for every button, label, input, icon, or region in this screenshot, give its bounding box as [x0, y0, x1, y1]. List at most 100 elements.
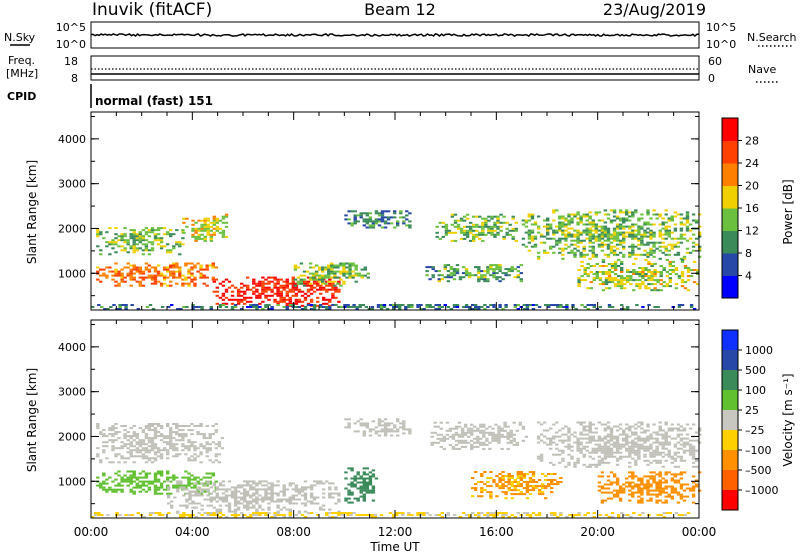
echo-pixel	[546, 229, 550, 232]
echo-pixel	[220, 447, 225, 450]
echo-pixel	[153, 445, 158, 448]
echo-pixel	[370, 514, 375, 516]
echo-pixel	[175, 241, 179, 244]
echo-pixel	[629, 277, 633, 280]
echo-pixel	[691, 489, 696, 492]
echo-pixel	[506, 431, 510, 434]
echo-pixel	[151, 512, 156, 514]
echo-pixel	[291, 288, 295, 291]
echo-pixel	[141, 455, 146, 458]
echo-pixel	[634, 485, 638, 488]
echo-pixel	[638, 283, 642, 286]
echo-pixel	[249, 486, 253, 489]
echo-pixel	[120, 445, 124, 448]
echo-pixel	[527, 229, 532, 232]
echo-pixel	[405, 210, 409, 213]
echo-pixel	[510, 477, 514, 479]
echo-pixel	[649, 233, 653, 236]
echo-pixel	[540, 485, 545, 488]
echo-pixel	[147, 427, 152, 430]
echo-pixel	[150, 282, 155, 285]
echo-pixel	[379, 308, 384, 310]
echo-pixel	[698, 213, 702, 216]
echo-pixel	[246, 284, 250, 287]
echo-pixel	[311, 266, 316, 269]
echo-pixel	[600, 219, 605, 222]
echo-pixel	[558, 429, 562, 432]
echo-pixel	[539, 439, 544, 442]
echo-pixel	[200, 225, 204, 228]
echo-pixel	[169, 280, 173, 283]
echo-pixel	[667, 451, 671, 454]
echo-pixel	[193, 476, 197, 479]
echo-pixel	[504, 304, 508, 306]
echo-pixel	[114, 484, 118, 487]
echo-pixel	[640, 243, 644, 246]
echo-pixel	[399, 216, 403, 219]
echo-pixel	[150, 229, 155, 232]
echo-pixel	[91, 516, 95, 518]
echo-pixel	[464, 306, 469, 308]
echo-pixel	[264, 484, 268, 487]
echo-pixel	[120, 237, 124, 240]
echo-pixel	[156, 264, 161, 267]
echo-pixel	[167, 512, 171, 514]
echo-pixel	[350, 493, 354, 496]
echo-pixel	[182, 221, 186, 224]
echo-pixel	[132, 449, 136, 452]
echo-pixel	[178, 241, 182, 244]
echo-pixel	[138, 237, 142, 240]
echo-pixel	[609, 235, 614, 238]
echo-pixel	[351, 270, 355, 273]
echo-pixel	[243, 504, 247, 507]
echo-pixel	[618, 499, 623, 502]
echo-pixel	[498, 266, 502, 269]
echo-pixel	[670, 489, 674, 492]
echo-pixel	[224, 215, 229, 218]
echo-pixel	[285, 508, 289, 511]
echo-pixel	[114, 237, 118, 240]
echo-pixel	[486, 514, 490, 516]
echo-pixel	[679, 473, 684, 476]
echo-pixel	[682, 443, 687, 446]
echo-pixel	[382, 306, 387, 308]
echo-pixel	[536, 257, 541, 260]
echo-pixel	[478, 215, 482, 218]
echo-pixel	[159, 474, 164, 477]
echo-pixel	[514, 221, 518, 224]
echo-pixel	[664, 249, 668, 252]
echo-pixel	[365, 422, 369, 425]
echo-pixel	[233, 500, 238, 503]
echo-pixel	[582, 455, 586, 458]
echo-pixel	[437, 514, 441, 516]
echo-pixel	[159, 425, 164, 427]
echo-pixel	[303, 510, 308, 513]
echo-pixel	[172, 437, 176, 440]
echo-pixel	[643, 223, 647, 226]
echo-pixel	[383, 434, 388, 437]
echo-pixel	[475, 233, 479, 236]
echo-pixel	[609, 209, 614, 212]
echo-pixel	[618, 423, 623, 426]
echo-pixel	[622, 219, 626, 222]
echo-pixel	[591, 451, 595, 454]
echo-pixel	[200, 229, 204, 232]
echo-pixel	[688, 453, 693, 456]
echo-pixel	[175, 455, 179, 458]
echo-pixel	[620, 512, 624, 514]
echo-pixel	[677, 304, 682, 306]
echo-pixel	[330, 264, 334, 267]
echo-pixel	[664, 481, 668, 484]
echo-pixel	[460, 439, 465, 442]
echo-pixel	[446, 276, 451, 279]
echo-pixel	[667, 495, 671, 498]
echo-pixel	[297, 490, 302, 493]
echo-pixel	[153, 490, 158, 493]
echo-pixel	[539, 241, 544, 244]
echo-pixel	[230, 306, 235, 308]
echo-pixel	[674, 269, 679, 271]
echo-pixel	[655, 441, 659, 444]
echo-pixel	[167, 486, 171, 489]
echo-pixel	[698, 471, 702, 474]
echo-pixel	[655, 489, 659, 492]
